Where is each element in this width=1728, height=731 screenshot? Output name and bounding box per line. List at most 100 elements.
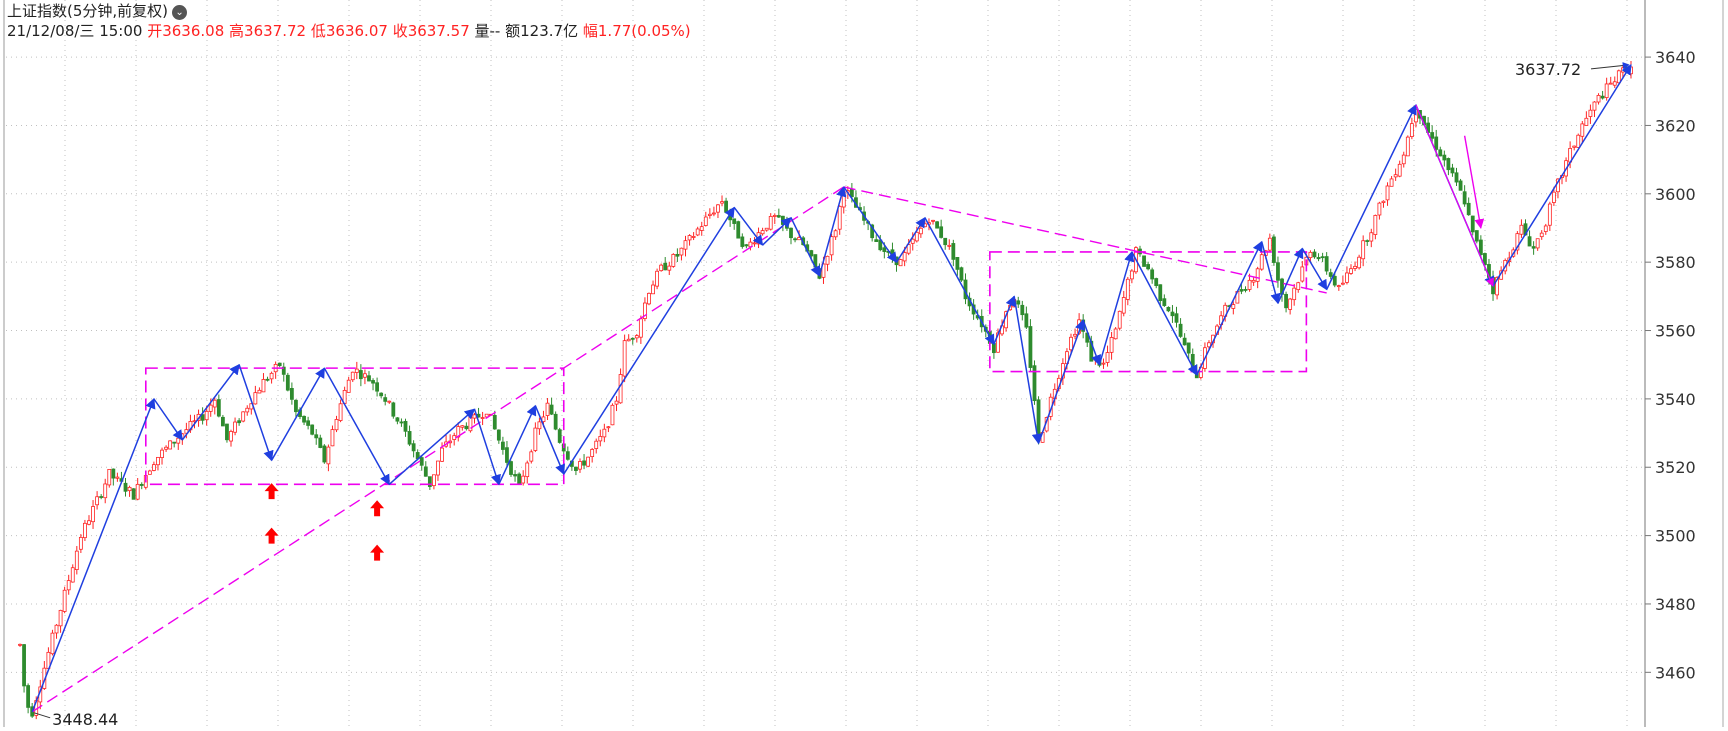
zigzag-segment[interactable] bbox=[733, 207, 764, 246]
zigzag-segment[interactable] bbox=[843, 186, 898, 264]
zigzag-segment[interactable] bbox=[1196, 240, 1263, 376]
candle-body bbox=[233, 421, 237, 433]
candle-body bbox=[651, 284, 655, 295]
zigzag-segment[interactable] bbox=[498, 404, 537, 485]
chart-title-bar: 上证指数(5分钟,前复权) ⌄ bbox=[7, 0, 188, 21]
zigzag-segment[interactable] bbox=[790, 217, 821, 277]
candle-body bbox=[1105, 352, 1110, 363]
candle-body bbox=[833, 230, 838, 238]
zigzag-segment[interactable] bbox=[993, 295, 1016, 345]
up-arrow-icon[interactable] bbox=[264, 527, 279, 544]
zigzag-segment[interactable] bbox=[473, 408, 501, 486]
candle-body bbox=[509, 461, 513, 475]
candle-body bbox=[363, 373, 367, 378]
candle-body bbox=[1612, 81, 1617, 86]
candle-body bbox=[220, 416, 225, 427]
zigzag-segment[interactable] bbox=[238, 364, 274, 462]
zigzag-segment[interactable] bbox=[1013, 296, 1043, 445]
candle-body bbox=[310, 424, 315, 435]
candle-body bbox=[1572, 145, 1577, 148]
y-tick-label: 3640 bbox=[1655, 48, 1696, 67]
zigzag-segment[interactable] bbox=[1277, 247, 1304, 304]
candle-body bbox=[630, 337, 635, 340]
zigzag-segment[interactable] bbox=[1261, 241, 1281, 305]
candle-body bbox=[168, 440, 173, 450]
zigzag-segment[interactable] bbox=[924, 217, 995, 346]
y-tick-label: 3520 bbox=[1655, 458, 1696, 477]
zigzag-segment[interactable] bbox=[181, 363, 240, 441]
zigzag-segment[interactable] bbox=[270, 367, 325, 461]
zigzag-segment[interactable] bbox=[563, 206, 735, 475]
trend-line[interactable] bbox=[843, 186, 1327, 294]
candle-body bbox=[1020, 304, 1025, 316]
candle-body bbox=[419, 457, 424, 466]
zigzag-segment[interactable] bbox=[895, 216, 926, 263]
consolidation-box[interactable] bbox=[144, 367, 565, 486]
up-arrow-icon[interactable] bbox=[264, 483, 279, 500]
candle-body bbox=[764, 227, 769, 231]
candle-body bbox=[557, 429, 562, 443]
candle-body bbox=[99, 496, 104, 498]
candle-body bbox=[874, 239, 879, 242]
zigzag-segment[interactable] bbox=[1037, 319, 1085, 444]
candle-body bbox=[1308, 251, 1313, 259]
candle-body bbox=[164, 446, 168, 450]
candle-body bbox=[1247, 279, 1252, 290]
zigzag-segment[interactable] bbox=[1131, 251, 1198, 376]
candle-body bbox=[1600, 95, 1605, 99]
candle-body bbox=[1320, 256, 1325, 259]
candle-body bbox=[245, 407, 250, 413]
candle-body bbox=[626, 338, 631, 342]
chevron-down-icon[interactable]: ⌄ bbox=[172, 5, 188, 20]
candle-body bbox=[1255, 268, 1260, 282]
up-arrow-icon[interactable] bbox=[370, 544, 385, 561]
candle-body bbox=[1470, 215, 1475, 233]
candle-body bbox=[289, 388, 294, 400]
zigzag-segment[interactable] bbox=[323, 367, 390, 486]
candle-body bbox=[58, 609, 63, 627]
candle-body bbox=[253, 392, 258, 405]
candle-body bbox=[638, 318, 643, 338]
candle-body bbox=[606, 426, 611, 429]
candle-body bbox=[939, 226, 944, 238]
candle-body bbox=[598, 436, 603, 442]
candle-body bbox=[768, 216, 773, 230]
zigzag-segment[interactable] bbox=[153, 398, 183, 441]
zigzag-segment[interactable] bbox=[1492, 63, 1632, 287]
zigzag-segment[interactable] bbox=[31, 397, 156, 713]
candle-body bbox=[1024, 313, 1029, 328]
candle-body bbox=[1474, 230, 1479, 242]
candle-body bbox=[683, 240, 688, 250]
zigzag-segment-extra[interactable] bbox=[1463, 135, 1485, 229]
candle-body bbox=[387, 400, 392, 403]
zigzag-segment[interactable] bbox=[1082, 320, 1102, 366]
candle-body bbox=[776, 215, 781, 218]
candle-body bbox=[789, 227, 793, 239]
candle-body bbox=[432, 474, 436, 487]
candle-body bbox=[354, 368, 359, 373]
zigzag-segment[interactable] bbox=[1098, 250, 1135, 365]
zigzag-segment[interactable] bbox=[534, 405, 565, 476]
zigzag-segment-extra[interactable] bbox=[1415, 104, 1494, 287]
up-arrow-icon[interactable] bbox=[370, 500, 385, 517]
zigzag-segment[interactable] bbox=[762, 217, 792, 246]
zigzag-segment[interactable] bbox=[1325, 103, 1417, 290]
candle-body bbox=[1588, 109, 1593, 117]
candle-body bbox=[1401, 154, 1406, 165]
consolidation-box[interactable] bbox=[989, 251, 1308, 373]
candle-body bbox=[1170, 311, 1175, 317]
trend-line[interactable] bbox=[31, 186, 845, 713]
zigzag-segment[interactable] bbox=[818, 185, 847, 277]
candle-body bbox=[1438, 149, 1443, 157]
candle-body bbox=[1349, 268, 1353, 274]
high-value: 3637.72 bbox=[244, 22, 307, 40]
zigzag-segment[interactable] bbox=[388, 408, 476, 485]
zigzag-segment[interactable] bbox=[1301, 248, 1328, 291]
candle-body bbox=[882, 247, 887, 252]
y-tick-label: 3620 bbox=[1655, 116, 1696, 135]
candle-body bbox=[992, 343, 996, 354]
candle-body bbox=[1478, 239, 1483, 256]
candle-body bbox=[951, 243, 956, 260]
